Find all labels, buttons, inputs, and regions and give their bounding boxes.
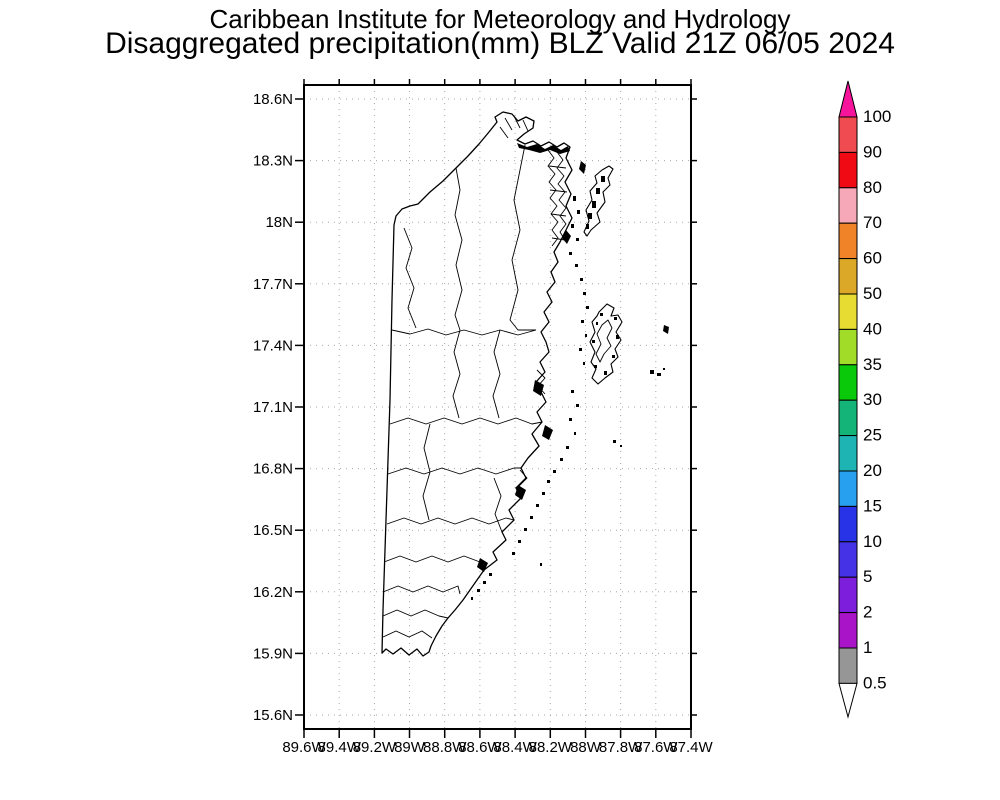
lon-tick-label: 88W: [570, 739, 602, 756]
lon-tick-label: 89.6W: [282, 739, 326, 756]
lon-tick-label: 88.6W: [458, 739, 502, 756]
lon-tick-label: 87.6W: [634, 739, 678, 756]
colorbar-over-arrow: [838, 80, 858, 118]
colorbar-tick-label: 25: [863, 426, 882, 445]
lat-tick-label: 18.3N: [253, 153, 293, 170]
lon-tick-label: 87.8W: [599, 739, 643, 756]
turneffe-rim-specks: [592, 313, 619, 375]
colorbar-tick-label: 30: [863, 390, 882, 409]
lat-tick-label: 15.9N: [253, 645, 293, 662]
mainland-outline: [381, 111, 573, 657]
outer-atoll-cayes: [650, 368, 665, 376]
coastal-mangrove-patches: [477, 230, 571, 572]
lon-tick-label: 88.4W: [493, 739, 537, 756]
lon-tick-label: 88.8W: [423, 739, 467, 756]
colorbar-tick-label: 15: [863, 496, 882, 515]
lon-tick-label: 89W: [394, 739, 426, 756]
turneffe-lagoon: [595, 319, 613, 363]
lon-tick-label: 87.4W: [669, 739, 713, 756]
page-title: Caribbean Institute for Meteorology and …: [209, 4, 791, 34]
colorbar-tick-label: 0.5: [863, 673, 887, 692]
colorbar-band: [838, 293, 858, 330]
page-subtitle: Disaggregated precipitation(mm) BLZ Vali…: [105, 27, 895, 60]
colorbar-band: [838, 470, 858, 507]
watershed-boundaries: [382, 144, 543, 639]
lat-axis: 18.6N 18.3N 18N 17.7N 17.4N 17.1N 16.8N …: [253, 91, 697, 724]
colorbar-band: [838, 364, 858, 401]
colorbar-tick-label: 90: [863, 142, 882, 161]
colorbar-tick-label: 50: [863, 284, 882, 303]
colorbar-tick-label: 60: [863, 249, 882, 268]
colorbar-band: [838, 435, 858, 472]
colorbar-tick-label: 40: [863, 319, 882, 338]
colorbar-tick-label: 100: [863, 107, 891, 126]
lat-tick-label: 15.6N: [253, 707, 293, 724]
north-tip-watersheds: [499, 115, 529, 139]
small-caye-north: [579, 161, 586, 174]
lat-ticks: [295, 98, 697, 716]
lat-tick-label: 17.1N: [253, 399, 293, 416]
ambergris-caye-shade: [586, 176, 605, 229]
colorbar-band: [838, 505, 858, 543]
plot-frame: [303, 84, 692, 730]
lighthouse-reef: [663, 325, 669, 334]
lon-axis: 89.6W 89.4W 89.2W 89W 88.8W 88.6W 88.4W …: [282, 79, 714, 756]
colorbar-tick-label: 10: [863, 532, 882, 551]
colorbar-band: [838, 541, 858, 578]
lat-tick-label: 18.6N: [253, 91, 293, 108]
colorbar: 100 90 80 70 60 50 40 35 30 25 20 15 10 …: [838, 80, 891, 719]
colorbar-band: [838, 116, 858, 153]
colorbar-band: [838, 576, 858, 614]
colorbar-tick-label: 70: [863, 213, 882, 232]
barrier-reef-cayes: [471, 196, 622, 600]
colorbar-band: [838, 222, 858, 260]
colorbar-under-arrow: [838, 682, 858, 719]
lon-tick-label: 89.2W: [353, 739, 397, 756]
colorbar-band: [838, 612, 858, 649]
colorbar-band: [838, 399, 858, 437]
belize-map: [381, 111, 669, 657]
colorbar-band: [838, 647, 858, 684]
gridlines: [304, 85, 691, 729]
north-coast-shade: [517, 143, 570, 154]
colorbar-tick-label: 2: [863, 603, 872, 622]
lon-tick-label: 89.4W: [318, 739, 362, 756]
lat-tick-label: 16.5N: [253, 522, 293, 539]
colorbar-tick-label: 1: [863, 638, 872, 657]
colorbar-band: [838, 328, 858, 366]
lat-tick-label: 17.4N: [253, 337, 293, 354]
lon-ticks: [303, 79, 692, 738]
colorbar-tick-label: 35: [863, 355, 882, 374]
lat-tick-label: 18N: [265, 214, 293, 231]
colorbar-tick-label: 80: [863, 178, 882, 197]
colorbar-band: [838, 151, 858, 189]
lat-tick-label: 16.8N: [253, 461, 293, 478]
lat-tick-label: 17.7N: [253, 276, 293, 293]
colorbar-tick-label: 5: [863, 567, 872, 586]
colorbar-tick-label: 20: [863, 461, 882, 480]
colorbar-band: [838, 258, 858, 295]
colorbar-band: [838, 187, 858, 224]
lon-tick-label: 88.2W: [529, 739, 573, 756]
lat-tick-label: 16.2N: [253, 584, 293, 601]
